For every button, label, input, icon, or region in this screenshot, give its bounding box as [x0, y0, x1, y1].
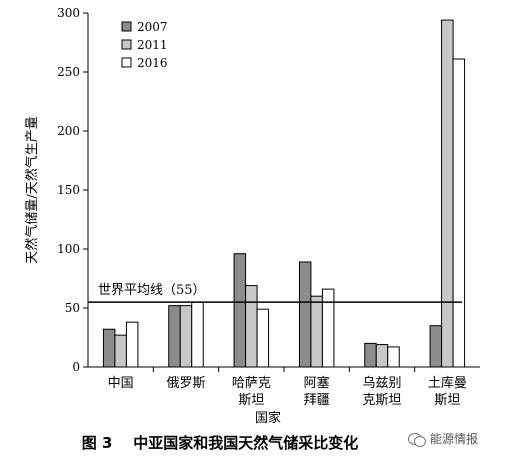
- bar-2007-2: [168, 305, 181, 368]
- x-category-label: 斯坦: [238, 393, 264, 408]
- x-category-label: 中国: [108, 376, 134, 391]
- x-axis-label: 国家: [255, 410, 281, 426]
- bar-2016-3: [256, 308, 270, 368]
- bar-2007-6: [429, 325, 443, 368]
- y-tick-label: 200: [57, 124, 80, 138]
- x-category-label: 阿塞: [304, 375, 330, 391]
- legend-label-2007: 2007: [137, 20, 168, 34]
- legend-label-2011: 2011: [137, 38, 168, 52]
- x-category-label: 土库曼: [428, 375, 467, 391]
- y-tick-label: 150: [57, 183, 80, 197]
- bar-2016-2: [191, 301, 204, 368]
- bar-2011-3: [245, 285, 258, 368]
- bar-2011-5: [375, 344, 389, 368]
- figure-caption: 图 3 中亚国家和我国天然气储采比变化: [81, 434, 359, 452]
- y-tick-label: 250: [57, 65, 80, 79]
- bar-2011-2: [179, 305, 193, 368]
- y-tick-label: 50: [65, 301, 80, 315]
- x-category-label: 克斯坦: [362, 393, 401, 408]
- legend-label-2016: 2016: [137, 56, 168, 70]
- x-category-label: 乌兹别: [362, 375, 401, 391]
- y-tick-label: 0: [72, 360, 80, 374]
- bar-2007-4: [298, 261, 312, 368]
- bar-2007-5: [364, 342, 377, 368]
- x-category-label: 斯坦: [434, 393, 460, 408]
- watermark-text: 能源情报: [430, 432, 479, 446]
- bar-2011-4: [310, 295, 323, 368]
- bar-2016-5: [387, 346, 400, 368]
- x-category-label: 哈萨克: [232, 376, 271, 391]
- y-tick-label: 300: [57, 6, 80, 20]
- bar-2011-1: [114, 334, 127, 368]
- bar-2007-1: [102, 328, 116, 368]
- legend-swatch-2016: [121, 57, 132, 68]
- legend-swatch-2007: [121, 21, 132, 32]
- y-tick-label: 100: [57, 242, 80, 256]
- x-category-label: 拜疆: [304, 393, 330, 408]
- bar-2007-3: [233, 253, 247, 368]
- watermark: 能源情报: [408, 430, 478, 447]
- bar-2016-4: [321, 288, 335, 368]
- bar-2016-6: [452, 58, 466, 368]
- y-axis-label: 天然气储量/天然气生产量: [24, 116, 40, 263]
- bar-2016-1: [125, 321, 139, 368]
- bar-2011-6: [441, 19, 454, 368]
- x-category-label: 俄罗斯: [166, 376, 205, 391]
- wechat-icon: [408, 431, 426, 447]
- world-average-label: 世界平均线（55）: [98, 283, 206, 298]
- legend-swatch-2011: [121, 39, 132, 50]
